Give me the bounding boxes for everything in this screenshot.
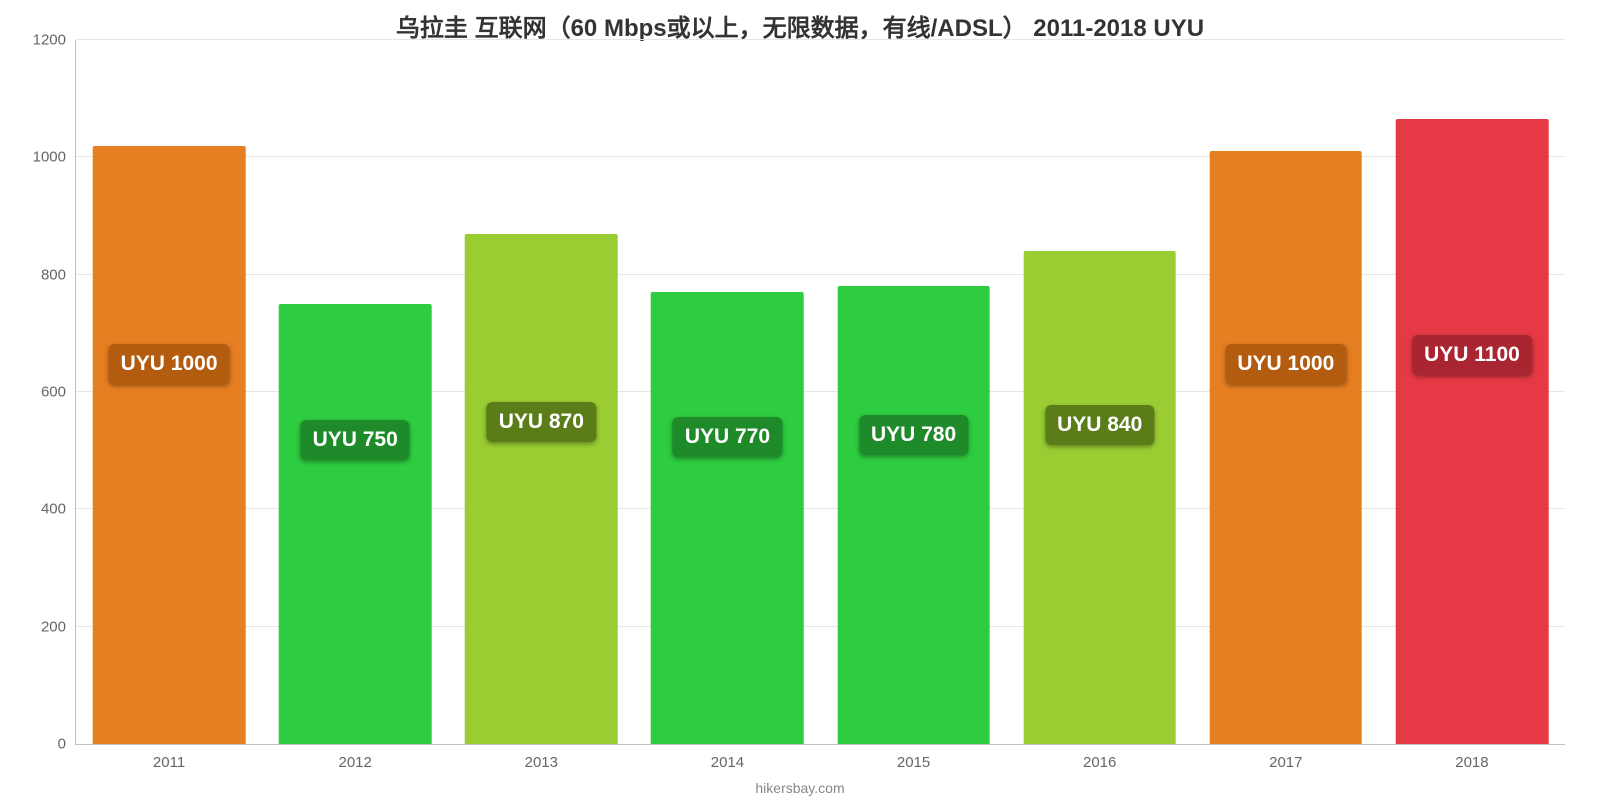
bar-value-label: UYU 780 [859, 415, 968, 455]
y-tick-label: 200 [41, 618, 76, 635]
bar [279, 304, 432, 744]
y-tick-label: 1000 [33, 149, 76, 166]
chart-container: 乌拉圭 互联网（60 Mbps或以上，无限数据，有线/ADSL） 2011-20… [0, 0, 1600, 800]
bar-slot: UYU 11002018 [1379, 40, 1565, 744]
y-tick-label: 0 [58, 736, 76, 753]
x-tick-label: 2013 [525, 744, 558, 771]
x-tick-label: 2011 [153, 744, 185, 771]
bar-slot: UYU 7802015 [821, 40, 1007, 744]
bar-value-label: UYU 1000 [109, 344, 230, 384]
y-tick-label: 600 [41, 384, 76, 401]
footer-attribution: hikersbay.com [0, 780, 1600, 796]
bar-slot: UYU 7502012 [262, 40, 448, 744]
bar-value-label: UYU 1100 [1412, 335, 1532, 375]
bar [93, 146, 246, 744]
chart-title: 乌拉圭 互联网（60 Mbps或以上，无限数据，有线/ADSL） 2011-20… [0, 0, 1600, 43]
x-tick-label: 2018 [1455, 744, 1488, 771]
x-tick-label: 2012 [339, 744, 372, 771]
bar-slot: UYU 8702013 [448, 40, 634, 744]
x-tick-label: 2014 [711, 744, 744, 771]
bar-value-label: UYU 1000 [1225, 344, 1346, 384]
x-tick-label: 2017 [1269, 744, 1302, 771]
bar [837, 286, 990, 744]
bar-slot: UYU 8402016 [1007, 40, 1193, 744]
x-tick-label: 2015 [897, 744, 930, 771]
bar [1023, 251, 1176, 744]
y-tick-label: 1200 [33, 32, 76, 49]
bar [1210, 151, 1363, 744]
bar [651, 292, 804, 744]
bar-slot: UYU 10002017 [1193, 40, 1379, 744]
bar-value-label: UYU 770 [673, 417, 782, 457]
bar-value-label: UYU 870 [487, 402, 596, 442]
bar-slot: UYU 7702014 [634, 40, 820, 744]
x-tick-label: 2016 [1083, 744, 1116, 771]
y-tick-label: 800 [41, 266, 76, 283]
bars-group: UYU 10002011UYU 7502012UYU 8702013UYU 77… [76, 40, 1565, 744]
bar-slot: UYU 10002011 [76, 40, 262, 744]
plot-area: UYU 10002011UYU 7502012UYU 8702013UYU 77… [75, 40, 1565, 745]
y-tick-label: 400 [41, 501, 76, 518]
bar-value-label: UYU 840 [1045, 405, 1154, 445]
bar [1396, 119, 1549, 744]
bar [465, 234, 618, 744]
bar-value-label: UYU 750 [301, 420, 410, 460]
